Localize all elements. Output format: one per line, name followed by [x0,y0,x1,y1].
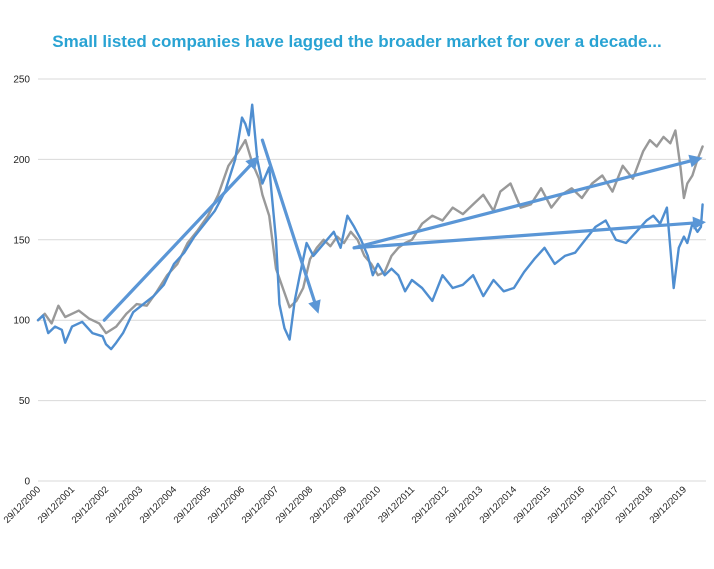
trend-arrow-1-shaft [102,164,252,322]
y-tick-label: 50 [19,396,31,407]
trend-arrow-3-head [688,154,703,168]
trend-arrow-4-shaft [352,221,695,250]
trend-arrow-2-head [308,299,321,314]
chart-title: Small listed companies have lagged the b… [52,32,662,51]
trend-arrow-3-shaft [352,159,692,250]
series-line-broader-market [36,129,704,335]
y-tick-label: 250 [13,75,30,86]
x-tick-labels: 29/12/200029/12/200129/12/200229/12/2003… [2,484,689,525]
gridlines [38,78,706,482]
y-tick-label: 0 [24,477,30,488]
y-tick-labels: 0 50 100 150 200 250 [13,75,30,488]
series-lines [36,103,704,351]
y-tick-label: 150 [13,235,30,246]
trend-arrows [102,138,706,322]
trend-arrow-1-head [245,156,259,171]
y-tick-label: 100 [13,316,30,327]
x-tick-label: 29/12/2019 [648,484,689,525]
trend-arrow-4-head [692,216,706,230]
trend-arrow-2-shaft [260,138,317,303]
y-tick-label: 200 [13,155,30,166]
series-line-small-companies [36,103,704,351]
